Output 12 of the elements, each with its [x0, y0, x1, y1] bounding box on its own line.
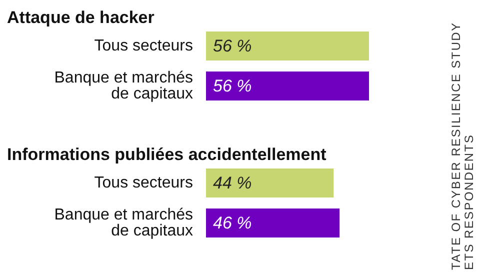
data-label: 44 %	[213, 174, 252, 192]
text: TATE OF CYBER RESILIENCE STUDY	[449, 20, 463, 270]
y-tick-label: Tous secteurs	[94, 38, 193, 54]
y-tick-label: Tous secteurs	[94, 174, 193, 192]
data-label: 56 %	[213, 36, 252, 56]
y-tick-label: Banque et marchés de capitaux	[54, 206, 193, 240]
text: ETS RESPONDENTS	[462, 132, 476, 270]
chart-title: Attaque de hacker	[7, 8, 155, 27]
chart-title: Informations publiées accidentellement	[7, 145, 327, 164]
data-label: 46 %	[213, 214, 252, 232]
data-label: 56 %	[213, 76, 252, 96]
y-tick-label: Banque et marchés de capitaux	[54, 70, 193, 102]
